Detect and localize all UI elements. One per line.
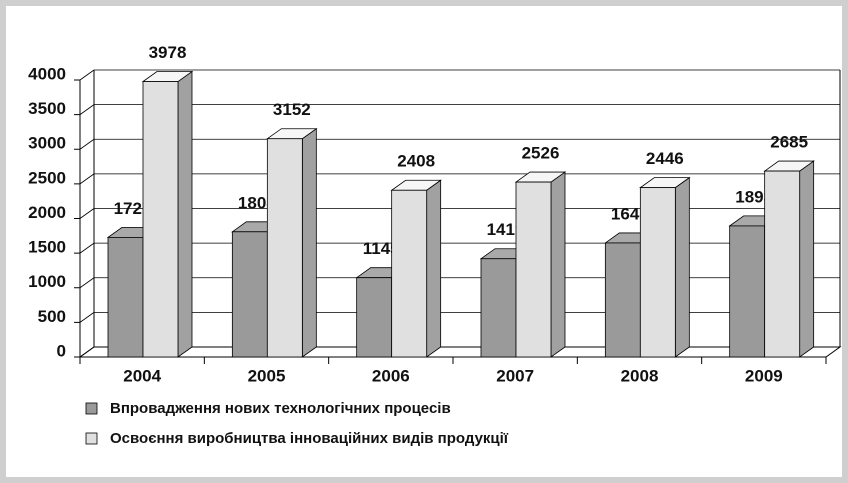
floor bbox=[78, 346, 842, 358]
value-label: 3978 bbox=[149, 43, 187, 62]
value-label: 1808 bbox=[238, 193, 276, 212]
x-tick-label: 2008 bbox=[621, 366, 659, 385]
x-tick-label: 2007 bbox=[496, 366, 534, 385]
bar bbox=[391, 189, 428, 358]
value-label: 1145 bbox=[363, 239, 400, 258]
bar bbox=[764, 170, 801, 358]
y-tick-label: 3000 bbox=[28, 134, 66, 153]
grid-line bbox=[79, 242, 95, 254]
bar-side bbox=[674, 176, 690, 358]
bar bbox=[142, 81, 179, 358]
grid-line bbox=[79, 346, 95, 358]
bar bbox=[480, 258, 517, 358]
value-label: 1893 bbox=[735, 187, 773, 206]
value-label: 2408 bbox=[397, 152, 435, 171]
y-tick-label: 1500 bbox=[28, 238, 66, 257]
bar bbox=[604, 242, 641, 358]
value-label: 1727 bbox=[114, 199, 152, 218]
y-tick-label: 0 bbox=[57, 341, 66, 360]
y-tick-label: 4000 bbox=[28, 64, 66, 83]
bar-side bbox=[426, 179, 442, 358]
bar bbox=[231, 231, 268, 358]
grid-line bbox=[79, 104, 95, 115]
x-tick-label: 2004 bbox=[123, 366, 161, 385]
x-tick-label: 2005 bbox=[248, 366, 286, 385]
bar-side bbox=[799, 160, 815, 358]
legend-label: Впровадження нових технологічних процесі… bbox=[110, 400, 451, 417]
x-tick-label: 2009 bbox=[745, 366, 783, 385]
bar bbox=[107, 237, 144, 358]
y-tick-label: 500 bbox=[38, 307, 66, 326]
legend-label: Освоєння виробництва інноваційних видів … bbox=[110, 430, 509, 447]
y-tick-label: 1000 bbox=[28, 272, 66, 291]
bar bbox=[356, 277, 393, 358]
value-label: 2526 bbox=[522, 144, 560, 163]
bar-side bbox=[301, 127, 317, 358]
bar bbox=[639, 187, 676, 358]
bar bbox=[729, 225, 766, 358]
y-tick-label: 3500 bbox=[28, 99, 66, 118]
grid-line bbox=[79, 69, 95, 81]
value-label: 1419 bbox=[487, 220, 525, 239]
bar bbox=[515, 181, 552, 358]
bar-side bbox=[177, 70, 193, 358]
grid-line bbox=[79, 173, 95, 185]
value-label: 2685 bbox=[770, 133, 808, 152]
grid-line bbox=[79, 138, 95, 150]
bar bbox=[266, 138, 303, 358]
value-label: 3152 bbox=[273, 100, 311, 119]
grid-line bbox=[79, 208, 95, 219]
y-tick-label: 2500 bbox=[28, 168, 66, 187]
grid-line bbox=[79, 277, 95, 289]
y-tick-label: 2000 bbox=[28, 203, 66, 222]
legend-swatch bbox=[85, 432, 98, 445]
bar-side bbox=[550, 171, 566, 358]
value-label: 2446 bbox=[646, 149, 684, 168]
x-tick-label: 2006 bbox=[372, 366, 410, 385]
value-label: 1647 bbox=[611, 204, 649, 223]
legend-swatch bbox=[85, 402, 98, 415]
grid-line bbox=[79, 312, 95, 323]
